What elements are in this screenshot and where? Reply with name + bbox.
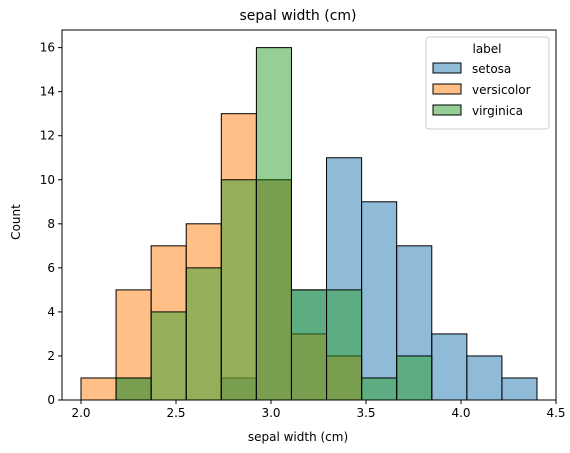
bars [80, 47, 538, 401]
legend-swatch-versicolor [432, 83, 462, 95]
x-tick-label: 3.0 [261, 406, 280, 420]
y-tick-label: 16 [40, 41, 55, 55]
y-tick-label: 14 [40, 85, 55, 99]
bar-setosa-8 [361, 201, 398, 401]
x-tick-label: 2.5 [166, 406, 185, 420]
y-axis-label: Count [9, 204, 23, 240]
x-axis-ticks: 2.0 2.5 3.0 3.5 4.0 4.5 [71, 400, 566, 420]
legend-label-virginica: virginica [472, 104, 523, 118]
chart-title: sepal width (cm) [239, 8, 356, 24]
x-tick-label: 2.0 [71, 406, 90, 420]
legend-swatch-setosa [432, 62, 462, 74]
y-tick-label: 10 [40, 173, 55, 187]
y-tick-label: 0 [47, 393, 55, 407]
bar-virginica-5 [255, 47, 292, 401]
legend-label-setosa: setosa [472, 62, 511, 76]
bar-virginica-4 [220, 179, 257, 401]
y-tick-label: 12 [40, 129, 55, 143]
y-axis-ticks: 0 2 4 6 8 10 12 14 16 [40, 41, 62, 407]
legend-label-versicolor: versicolor [472, 83, 531, 97]
y-tick-label: 8 [47, 217, 55, 231]
y-tick-label: 6 [47, 261, 55, 275]
y-tick-label: 2 [47, 349, 55, 363]
bar-virginica-6 [290, 289, 328, 401]
x-tick-label: 4.5 [546, 406, 565, 420]
plot-frame [61, 29, 557, 401]
bar-virginica-8 [361, 377, 398, 401]
bar-virginica-9 [396, 355, 433, 401]
bar-virginica-3 [185, 267, 222, 401]
bar-versicolor-0 [80, 377, 117, 401]
x-axis-label: sepal width (cm) [248, 430, 348, 444]
legend-title: label [472, 42, 501, 56]
x-tick-label: 3.5 [356, 406, 375, 420]
bar-virginica-7 [326, 289, 363, 401]
bar-setosa-11 [466, 355, 503, 401]
bar-setosa-12 [501, 377, 538, 401]
bar-setosa-10 [431, 333, 468, 401]
x-tick-label: 4.0 [451, 406, 470, 420]
y-tick-label: 4 [47, 305, 55, 319]
series-virginica [115, 47, 433, 401]
legend: label setosa versicolor virginica [425, 36, 550, 130]
bar-virginica-2 [150, 311, 187, 401]
legend-swatch-virginica [432, 104, 462, 116]
bar-virginica-1 [115, 377, 152, 401]
